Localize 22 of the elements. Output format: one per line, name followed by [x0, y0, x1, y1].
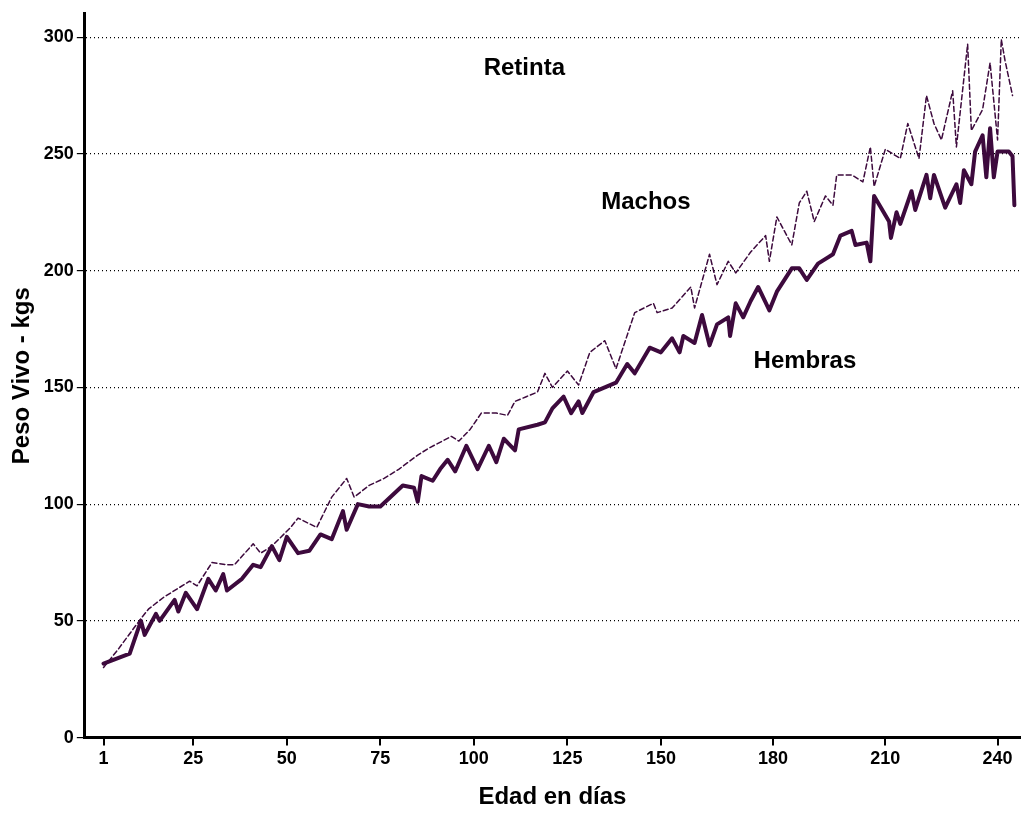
x-tick-label: 150: [645, 748, 676, 769]
x-tick-label: 1: [98, 748, 109, 769]
y-axis-title: Peso Vivo - kgs: [7, 287, 35, 465]
x-tick-label: 210: [870, 748, 901, 769]
series-label: Hembras: [753, 345, 857, 373]
y-tick-label: 50: [53, 609, 74, 630]
x-tick-label: 50: [276, 748, 297, 769]
x-tick-label: 25: [183, 748, 204, 769]
x-tick-label: 180: [758, 748, 789, 769]
y-tick-label: 300: [43, 26, 74, 47]
y-tick-label: 0: [63, 726, 74, 747]
y-tick-label: 200: [43, 259, 74, 280]
x-tick-label: 240: [982, 748, 1013, 769]
x-tick-label: 75: [370, 748, 391, 769]
y-tick-label: 100: [43, 493, 74, 514]
series-label: Machos: [601, 186, 691, 214]
x-axis-title: Edad en días: [478, 782, 627, 810]
y-tick-label: 150: [43, 376, 74, 397]
x-tick-label: 125: [552, 748, 583, 769]
annotation: Retinta: [483, 53, 566, 81]
y-tick-label: 250: [43, 142, 74, 163]
x-tick-label: 100: [458, 748, 489, 769]
